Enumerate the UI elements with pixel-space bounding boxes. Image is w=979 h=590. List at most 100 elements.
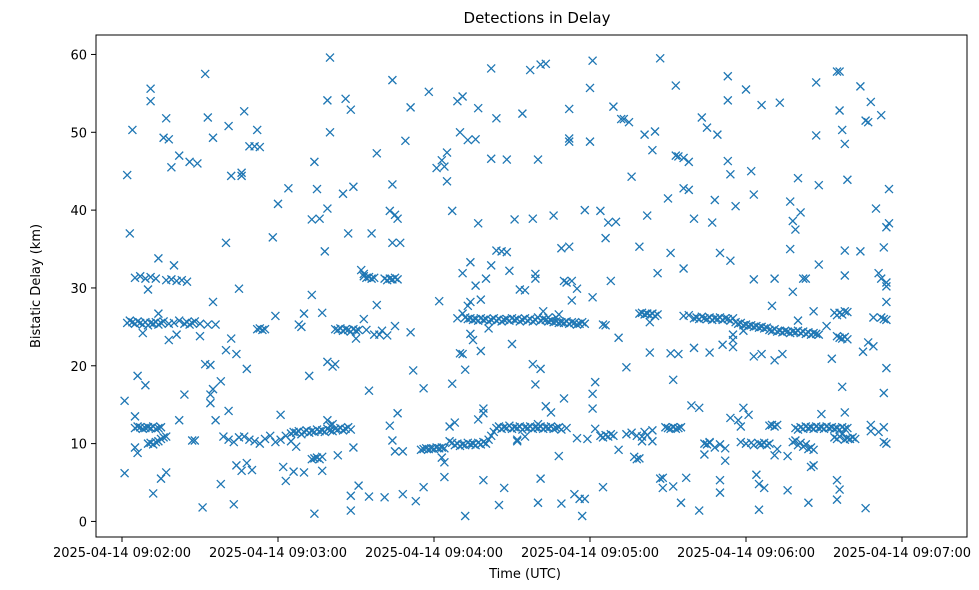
detection-point [151,437,161,447]
detection-point [463,301,473,311]
detection-point [835,67,845,77]
detection-point [166,162,176,172]
detection-point [260,324,270,334]
detection-point [153,320,163,329]
detection-point [393,214,403,224]
detection-point [455,127,465,137]
detection-point [372,300,382,310]
detection-point [590,424,600,434]
detection-point [624,117,634,127]
detection-point [164,335,174,345]
detection-point [512,436,522,446]
detection-point [478,408,488,418]
detection-point [811,130,821,140]
detection-point [234,284,244,294]
detection-point [205,360,215,370]
detection-point [208,133,218,143]
detection-point [216,376,226,386]
detection-point [205,390,215,400]
detection-point [458,349,468,359]
detection-point [341,324,351,334]
detection-point [530,269,540,279]
detection-point [133,371,143,381]
detection-point [224,406,234,416]
detection-point [478,404,488,414]
detection-point [671,81,681,91]
detection-point [348,443,358,452]
detection-point [712,130,722,140]
detection-point [499,483,509,493]
detection-point [140,380,150,390]
detection-point [881,297,891,307]
detection-point [224,121,234,131]
detection-point [707,218,717,228]
detection-point [556,425,566,435]
detection-point [653,268,663,278]
detection-point [343,229,353,238]
detections-series [120,53,894,521]
detection-point [250,436,260,446]
detection-point [770,450,780,460]
detection-point [179,390,189,400]
detection-point [858,347,868,357]
detection-point [580,494,590,504]
detection-point [406,102,416,112]
detection-point [567,295,577,305]
detection-point [650,311,660,321]
detection-point [538,314,548,324]
detection-point [803,498,813,508]
detection-point [879,437,889,447]
detection-point [567,317,577,327]
detection-point [767,301,777,311]
detection-point [338,425,348,435]
detection-point [276,435,286,445]
detection-point [627,172,637,182]
detection-point [881,222,891,232]
detection-point [458,92,468,101]
detection-point [785,244,795,254]
y-tick-label: 30 [70,282,87,297]
detection-point [585,137,595,147]
detection-point [749,190,759,200]
detection-point [325,421,335,431]
detection-point [133,448,143,458]
detection-point [879,388,889,398]
detection-point [400,136,410,146]
detection-point [387,238,397,248]
detection-point [671,424,681,434]
detection-point [874,268,884,278]
detection-point [554,451,564,461]
detection-point [499,422,509,432]
detection-point [840,424,850,434]
detection-point [299,309,309,319]
detection-point [437,155,447,165]
detection-point [346,105,356,115]
detection-point [351,334,361,343]
detection-point [720,443,730,453]
detection-point [166,274,176,284]
detection-point [863,337,873,347]
detection-point [159,133,169,143]
detection-point [151,274,161,284]
detection-point [814,330,824,340]
detection-point [242,364,252,374]
detection-point [572,433,582,443]
detection-point [783,451,793,461]
detection-point [502,247,512,257]
detection-point [881,439,891,449]
y-tick-label: 20 [70,360,87,375]
detection-point [757,100,767,110]
detection-point [387,75,397,85]
detection-point [705,348,715,358]
detection-point [278,462,288,472]
detection-point [458,439,468,449]
detection-point [840,306,850,316]
detection-point [863,117,873,127]
detection-point [218,432,228,442]
detection-point [517,109,527,119]
detection-point [127,125,137,135]
detection-point [138,424,148,434]
detection-point [733,319,743,329]
detection-point [809,460,819,470]
detection-point [364,492,374,501]
